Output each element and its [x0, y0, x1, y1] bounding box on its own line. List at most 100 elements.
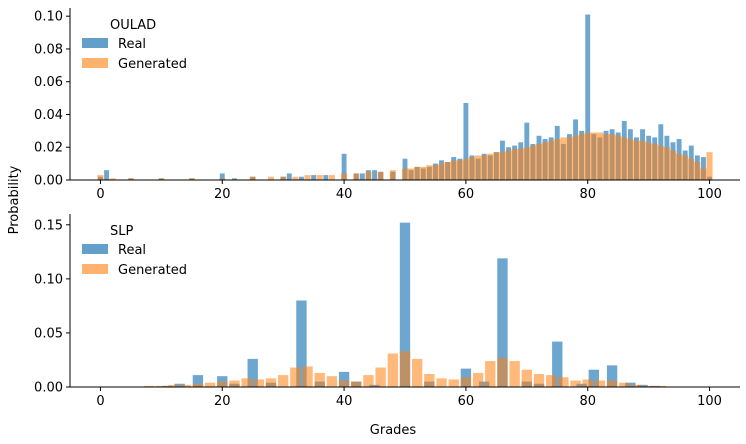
x-axis-label: Grades — [370, 423, 417, 438]
bar-real-17 — [372, 170, 377, 180]
legend-label-real: Real — [118, 37, 146, 52]
bar-generated-45 — [566, 137, 573, 180]
bar-real-12 — [399, 222, 411, 387]
bar-real-0 — [162, 385, 173, 387]
bar-generated-6 — [217, 381, 228, 387]
bar-generated-53 — [615, 135, 622, 180]
bar-generated-68 — [706, 152, 713, 180]
bar-generated-17 — [389, 170, 396, 180]
bar-generated-54 — [621, 137, 628, 180]
bar-generated-42 — [548, 140, 555, 180]
x-tick-label: 0 — [96, 394, 104, 409]
bar-generated-4 — [192, 383, 204, 387]
bar-generated-26 — [460, 377, 472, 387]
bar-real-23 — [625, 382, 636, 387]
bar-generated-17 — [351, 381, 362, 387]
bar-real-1 — [174, 383, 185, 387]
x-tick-label: 20 — [214, 394, 231, 409]
bar-generated-38 — [606, 380, 618, 387]
bar-real-50 — [585, 14, 591, 180]
bar-generated-36 — [582, 379, 593, 387]
bar-generated-7 — [229, 380, 240, 387]
bar-generated-66 — [694, 161, 701, 180]
bar-real-20 — [576, 383, 587, 387]
bar-generated-11 — [316, 175, 323, 180]
y-tick-label: 0.05 — [34, 326, 63, 341]
legend-swatch-real — [82, 38, 108, 48]
bar-generated-0 — [144, 385, 155, 387]
bar-generated-39 — [619, 382, 630, 387]
bar-generated-4 — [188, 178, 195, 180]
bar-generated-18 — [363, 375, 374, 387]
bar-generated-52 — [609, 134, 616, 180]
bar-generated-28 — [462, 158, 469, 180]
bar-generated-36 — [511, 148, 518, 180]
bar-real-13 — [341, 153, 347, 180]
bar-generated-15 — [365, 171, 372, 180]
bar-generated-8 — [241, 378, 252, 387]
bar-generated-14 — [314, 372, 325, 387]
bar-generated-33 — [546, 375, 557, 387]
bar-generated-12 — [290, 367, 301, 387]
bar-generated-12 — [328, 175, 335, 180]
bar-generated-51 — [602, 134, 610, 180]
bar-generated-33 — [493, 152, 500, 180]
bar-generated-14 — [353, 173, 360, 180]
series-generated — [97, 132, 713, 180]
x-tick-label: 60 — [458, 187, 475, 202]
bar-real-25 — [649, 385, 660, 387]
bar-real-10 — [299, 176, 304, 180]
bar-generated-55 — [627, 139, 634, 180]
bar-generated-43 — [554, 139, 561, 180]
bar-real-11 — [369, 384, 380, 387]
bar-generated-9 — [253, 379, 264, 387]
y-tick-label: 0.04 — [34, 108, 63, 123]
bar-generated-1 — [109, 178, 116, 180]
series-generated — [144, 351, 666, 387]
bar-generated-1 — [156, 385, 167, 387]
x-tick-label: 100 — [697, 187, 722, 202]
bar-real-15 — [479, 381, 490, 387]
bar-generated-42 — [655, 385, 666, 387]
legend-swatch-generated — [82, 264, 108, 274]
bar-generated-57 — [639, 140, 646, 180]
bar-generated-29 — [497, 357, 508, 387]
bar-generated-3 — [158, 178, 165, 180]
x-tick-label: 60 — [458, 394, 475, 409]
bar-generated-11 — [278, 375, 289, 387]
bar-generated-6 — [249, 176, 256, 180]
bar-generated-20 — [387, 353, 398, 387]
x-tick-label: 80 — [579, 187, 596, 202]
bar-generated-2 — [168, 384, 179, 387]
y-tick-label: 0.10 — [34, 10, 63, 25]
bar-generated-32 — [533, 374, 545, 387]
bar-generated-7 — [267, 176, 275, 180]
bar-generated-28 — [485, 361, 496, 387]
bar-generated-18 — [401, 168, 409, 180]
bar-real-1 — [104, 170, 109, 180]
bar-real-9 — [286, 173, 292, 180]
bar-generated-31 — [481, 155, 488, 180]
bar-generated-23 — [432, 165, 439, 180]
bar-generated-29 — [468, 157, 476, 180]
bar-generated-38 — [523, 147, 530, 180]
bar-generated-25 — [448, 379, 459, 387]
legend-swatch-generated — [82, 58, 108, 68]
bar-generated-20 — [414, 166, 421, 180]
legend-title: OULAD — [110, 18, 156, 33]
bar-generated-39 — [529, 145, 536, 180]
bar-generated-24 — [438, 163, 445, 180]
bar-generated-10 — [265, 378, 277, 387]
bar-generated-31 — [521, 369, 532, 387]
legend: OULAD Real Generated — [82, 18, 187, 72]
legend-label-generated: Generated — [118, 57, 187, 72]
bar-generated-40 — [535, 143, 543, 180]
bar-real-69 — [701, 157, 706, 180]
bar-generated-62 — [669, 150, 677, 180]
bar-real-11 — [311, 175, 317, 180]
bar-generated-35 — [505, 150, 512, 180]
x-tick-label: 0 — [96, 187, 104, 202]
bar-real-9 — [338, 371, 350, 387]
bar-generated-2 — [127, 178, 134, 180]
bar-generated-5 — [219, 178, 226, 180]
